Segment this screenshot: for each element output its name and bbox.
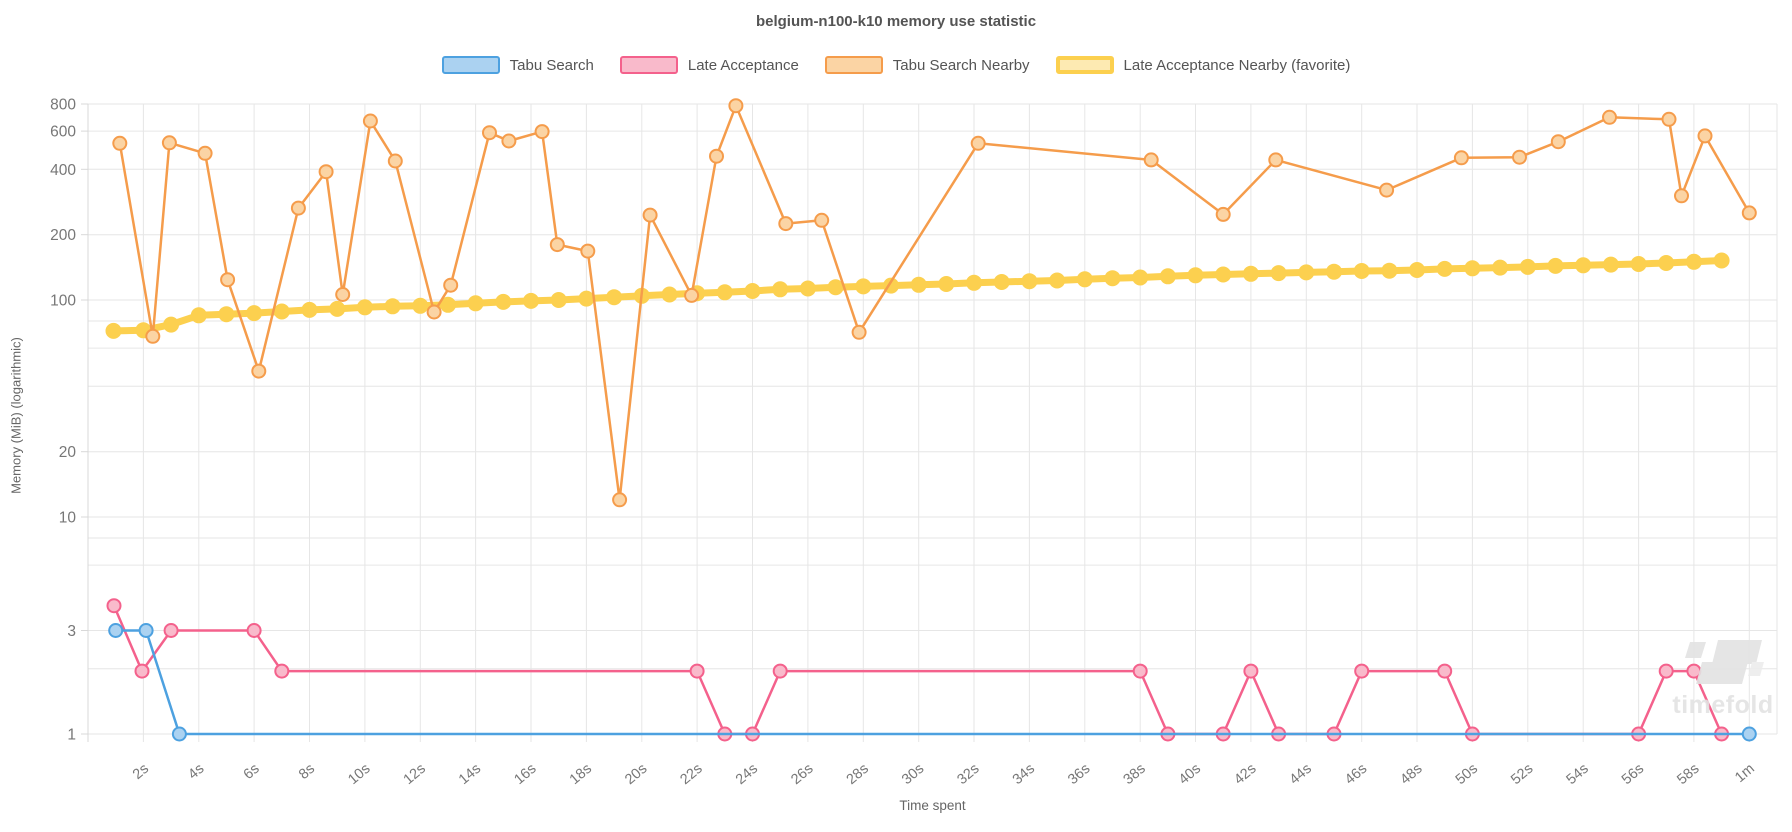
svg-text:16s: 16s: [511, 761, 539, 788]
svg-text:40s: 40s: [1176, 761, 1204, 788]
svg-text:2s: 2s: [130, 761, 152, 783]
svg-text:54s: 54s: [1564, 761, 1592, 788]
svg-text:30s: 30s: [899, 761, 927, 788]
svg-text:1m: 1m: [1732, 761, 1758, 786]
x-axis-title: Time spent: [899, 798, 966, 813]
svg-text:26s: 26s: [788, 761, 816, 788]
svg-text:36s: 36s: [1065, 761, 1093, 788]
legend-label: Tabu Search Nearby: [892, 56, 1030, 74]
chart-legend: Tabu Search Late Acceptance Tabu Search …: [0, 56, 1792, 74]
y-axis-title: Memory (MiB) (logarithmic): [8, 337, 24, 494]
late-acceptance-swatch-icon: [619, 56, 678, 74]
svg-text:3: 3: [67, 623, 76, 640]
svg-text:10s: 10s: [345, 761, 373, 788]
timefold-logo-icon: [1685, 640, 1764, 684]
svg-text:28s: 28s: [844, 761, 872, 788]
svg-text:44s: 44s: [1287, 761, 1315, 788]
svg-text:56s: 56s: [1619, 761, 1647, 788]
svg-text:46s: 46s: [1342, 761, 1370, 788]
svg-text:10: 10: [59, 510, 77, 527]
chart-title: belgium-n100-k10 memory use statistic: [755, 13, 1037, 30]
tabu-search-swatch-icon: [441, 56, 500, 74]
legend-item-late-acceptance-nearby[interactable]: Late Acceptance Nearby (favorite): [1055, 56, 1351, 74]
svg-text:34s: 34s: [1010, 761, 1038, 788]
watermark-text: timefold: [1672, 691, 1774, 719]
svg-text:22s: 22s: [677, 761, 705, 788]
svg-text:58s: 58s: [1674, 761, 1702, 788]
svg-text:32s: 32s: [954, 761, 982, 788]
svg-text:42s: 42s: [1231, 761, 1259, 788]
svg-text:4s: 4s: [185, 761, 207, 783]
late-acceptance-nearby-swatch-icon: [1055, 56, 1114, 74]
legend-label: Late Acceptance: [687, 56, 799, 74]
svg-text:400: 400: [50, 162, 76, 179]
svg-text:600: 600: [50, 124, 76, 141]
legend-item-late-acceptance[interactable]: Late Acceptance: [619, 56, 799, 74]
svg-text:52s: 52s: [1508, 761, 1536, 788]
svg-text:8s: 8s: [296, 761, 318, 783]
svg-text:1: 1: [67, 727, 76, 744]
svg-text:24s: 24s: [733, 761, 761, 788]
svg-text:18s: 18s: [567, 761, 595, 788]
svg-text:20s: 20s: [622, 761, 650, 788]
svg-text:100: 100: [50, 293, 76, 310]
svg-text:12s: 12s: [401, 761, 429, 788]
svg-text:50s: 50s: [1453, 761, 1481, 788]
legend-label: Tabu Search: [509, 56, 594, 74]
svg-text:48s: 48s: [1397, 761, 1425, 788]
legend-label: Late Acceptance Nearby (favorite): [1123, 56, 1351, 74]
svg-text:6s: 6s: [241, 761, 263, 783]
svg-text:38s: 38s: [1121, 761, 1149, 788]
svg-text:200: 200: [50, 227, 76, 244]
tabu-search-nearby-swatch-icon: [824, 56, 883, 74]
legend-item-tabu-search-nearby[interactable]: Tabu Search Nearby: [824, 56, 1030, 74]
svg-text:800: 800: [50, 97, 76, 114]
svg-text:20: 20: [59, 444, 77, 461]
svg-text:14s: 14s: [456, 761, 484, 788]
watermark: timefold: [1668, 626, 1778, 720]
legend-item-tabu-search[interactable]: Tabu Search: [441, 56, 594, 74]
